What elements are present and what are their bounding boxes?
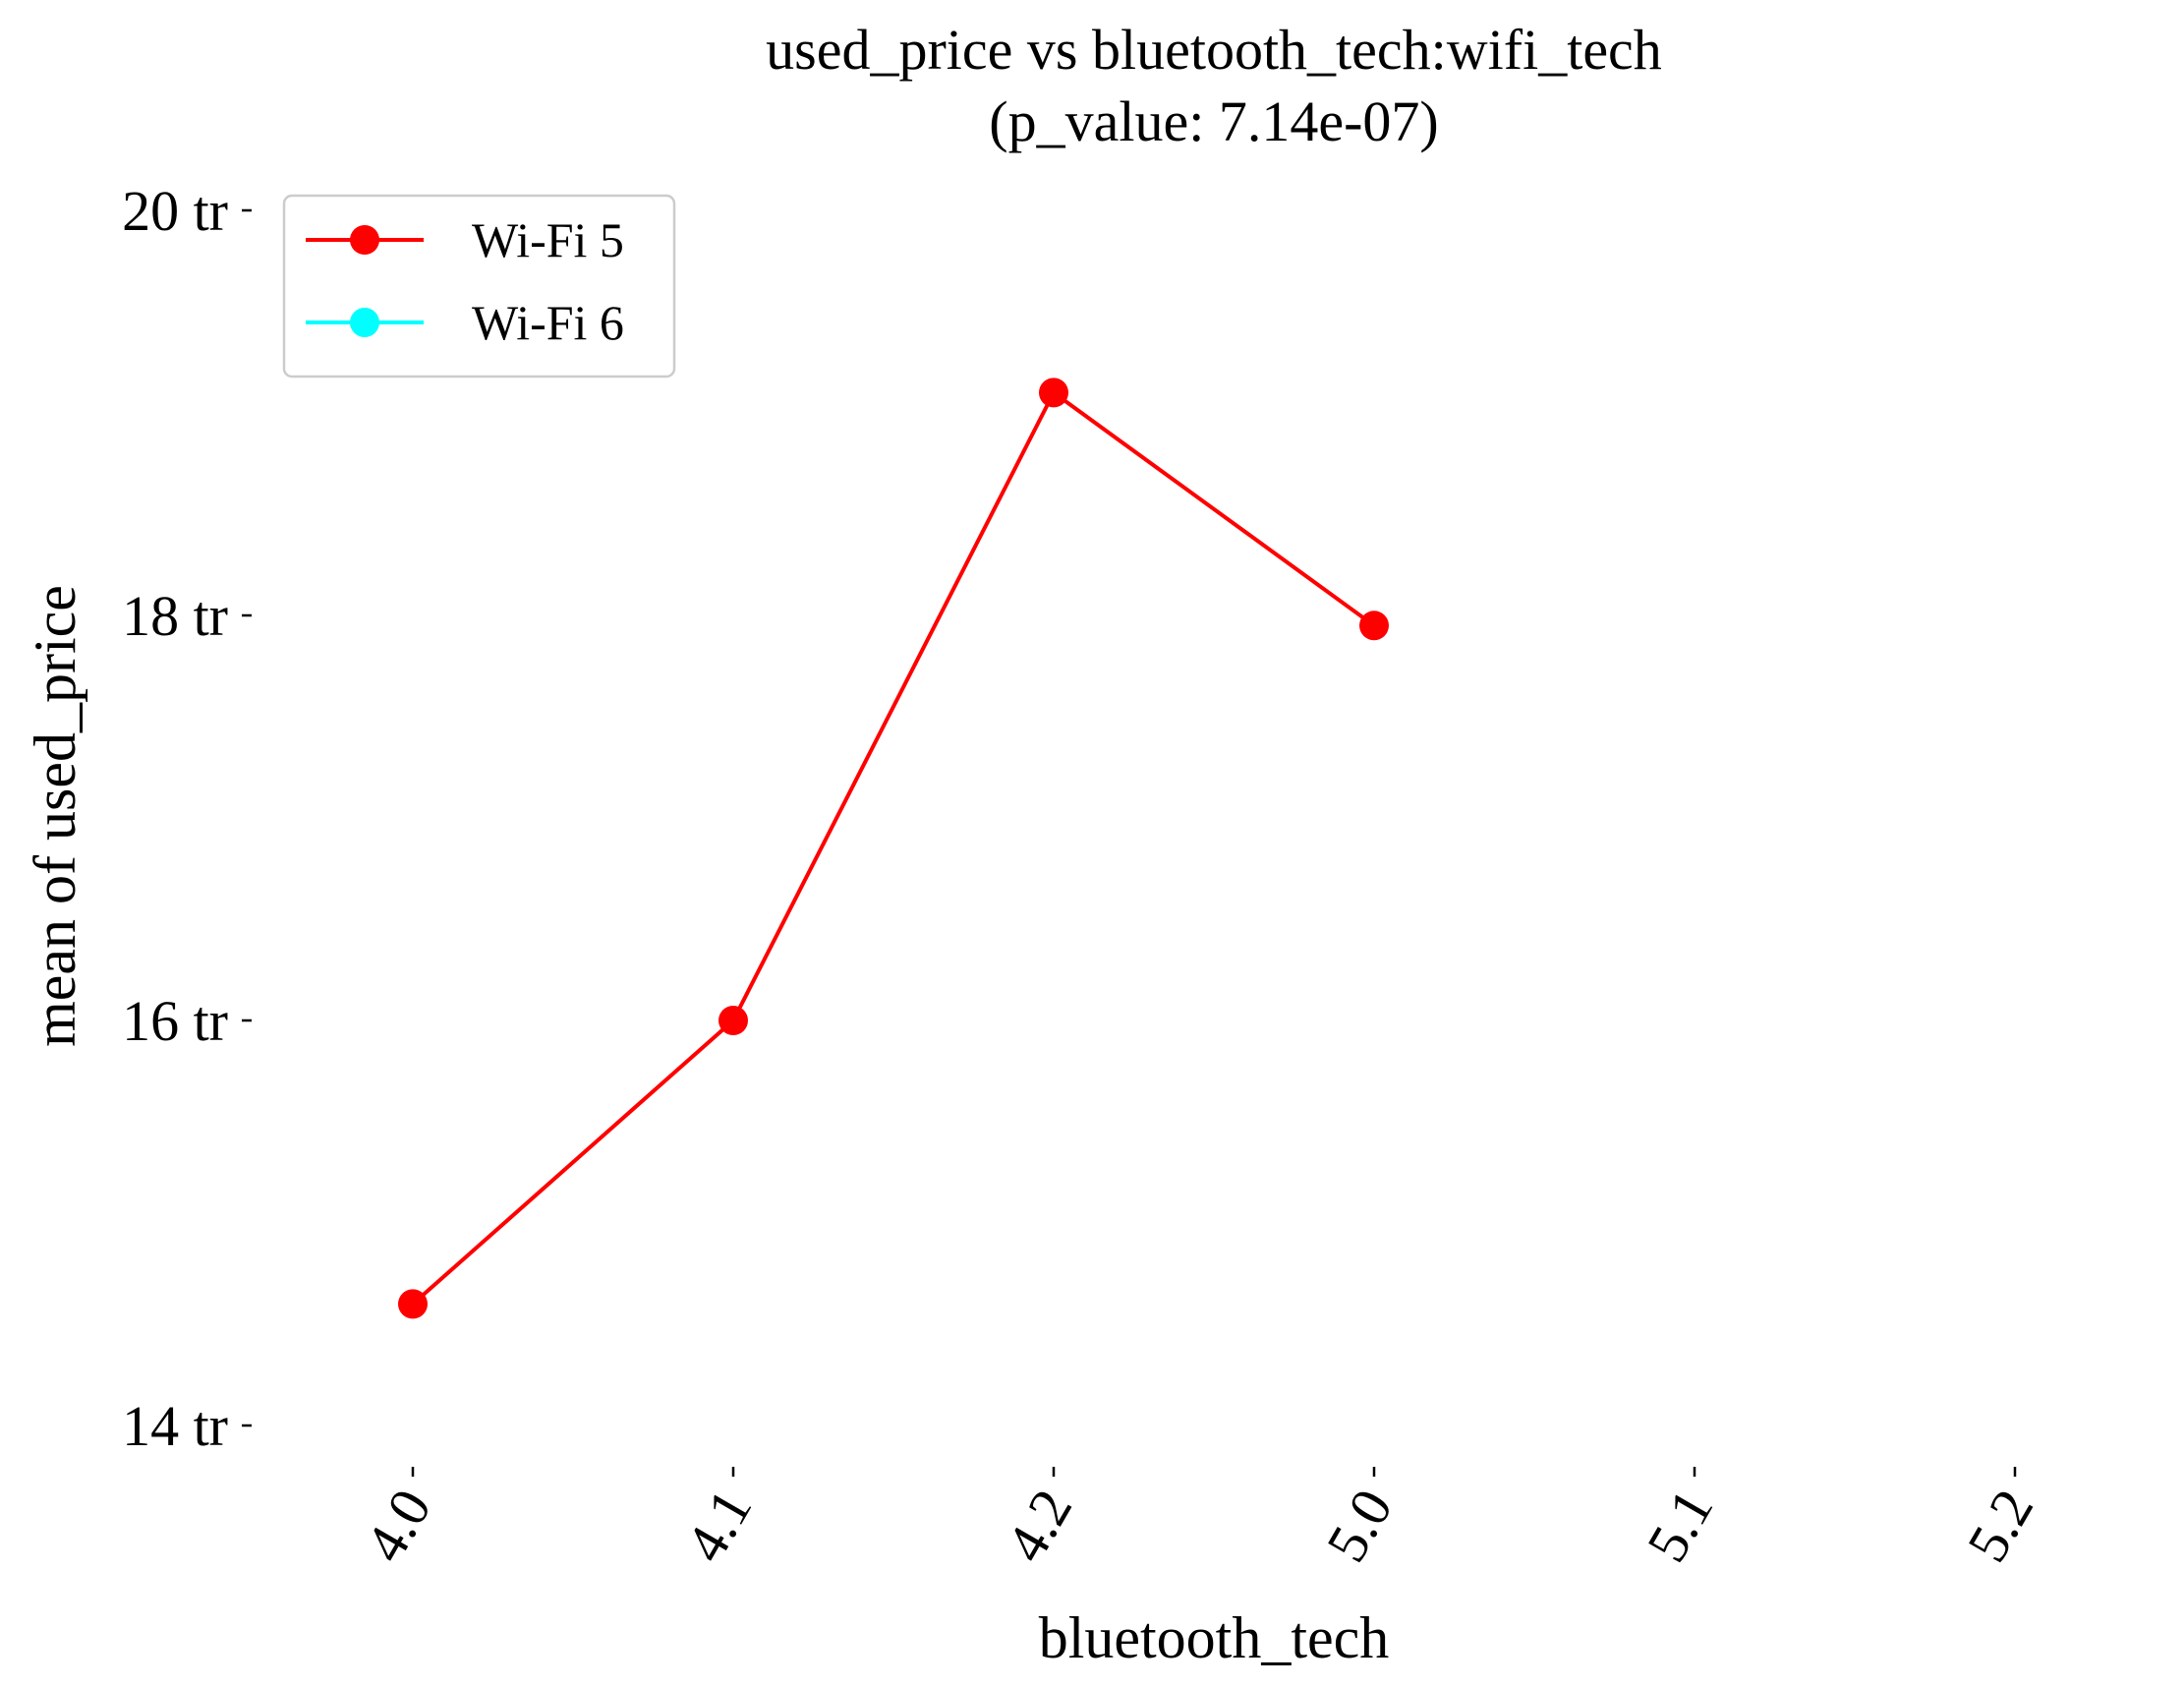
y-tick-label: 16 tr — [122, 989, 228, 1053]
legend-marker — [350, 225, 379, 255]
chart-subtitle: (p_value: 7.14e-07) — [989, 89, 1438, 153]
chart-title: used_price vs bluetooth_tech:wifi_tech — [766, 18, 1662, 82]
legend-item: Wi-Fi 5 — [306, 212, 624, 267]
data-point — [718, 1006, 748, 1035]
legend: Wi-Fi 5 Wi-Fi 6 — [282, 194, 676, 378]
data-point — [398, 1289, 428, 1319]
x-axis-label: bluetooth_tech — [1039, 1605, 1390, 1670]
data-point — [1359, 611, 1389, 641]
legend-label: Wi-Fi 6 — [472, 295, 624, 350]
x-axis: 4.0 4.1 4.2 5.0 5.1 5.2 — [353, 1467, 2046, 1572]
plot-area — [398, 378, 1389, 1319]
y-tick-label: 14 tr — [122, 1394, 228, 1458]
data-point — [1039, 378, 1068, 408]
x-tick-label: 4.1 — [673, 1479, 765, 1572]
legend-label: Wi-Fi 5 — [472, 212, 624, 267]
series-wi-fi-5 — [398, 378, 1389, 1319]
x-tick-label: 4.2 — [994, 1479, 1085, 1572]
y-axis-label: mean of used_price — [23, 585, 87, 1047]
y-tick-label: 20 tr — [122, 179, 228, 243]
x-tick-label: 5.1 — [1635, 1479, 1726, 1572]
x-tick-label: 4.0 — [353, 1479, 444, 1572]
y-tick-label: 18 tr — [122, 584, 228, 648]
series-line — [411, 389, 1376, 1306]
x-tick-label: 5.0 — [1314, 1479, 1406, 1572]
x-tick-label: 5.2 — [1955, 1479, 2046, 1572]
legend-marker — [350, 308, 379, 337]
legend-item: Wi-Fi 6 — [306, 295, 624, 350]
